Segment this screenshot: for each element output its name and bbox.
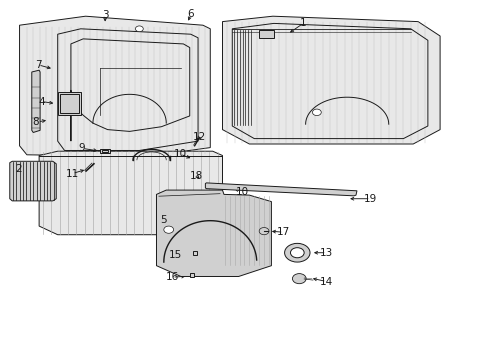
Text: 17: 17 xyxy=(276,227,290,237)
Polygon shape xyxy=(222,16,439,144)
Bar xyxy=(58,92,81,115)
Text: 13: 13 xyxy=(319,248,333,258)
Text: 2: 2 xyxy=(15,164,22,174)
Circle shape xyxy=(135,26,143,32)
Text: 8: 8 xyxy=(32,117,39,127)
Text: 9: 9 xyxy=(79,143,85,153)
Polygon shape xyxy=(20,16,210,157)
Circle shape xyxy=(292,274,305,284)
Text: 12: 12 xyxy=(192,132,206,142)
Circle shape xyxy=(284,243,309,262)
Text: 10: 10 xyxy=(173,149,186,159)
Circle shape xyxy=(290,248,304,258)
Polygon shape xyxy=(205,183,356,196)
Text: 6: 6 xyxy=(187,9,194,19)
Bar xyxy=(100,149,110,153)
Polygon shape xyxy=(32,70,40,132)
Text: 1: 1 xyxy=(299,18,306,28)
Text: 3: 3 xyxy=(102,10,108,20)
Circle shape xyxy=(163,226,173,233)
Bar xyxy=(189,273,193,277)
Text: 10: 10 xyxy=(236,186,248,197)
Text: 5: 5 xyxy=(160,215,167,225)
Text: 16: 16 xyxy=(165,272,179,282)
Text: 11: 11 xyxy=(65,168,79,179)
Bar xyxy=(60,94,79,113)
Polygon shape xyxy=(156,190,271,276)
Text: 19: 19 xyxy=(363,194,377,204)
Text: 4: 4 xyxy=(38,96,45,107)
Circle shape xyxy=(312,109,321,116)
Circle shape xyxy=(259,228,268,235)
Text: 18: 18 xyxy=(189,171,203,181)
Polygon shape xyxy=(39,151,222,235)
Text: 14: 14 xyxy=(319,276,333,287)
Polygon shape xyxy=(10,161,56,201)
Text: 15: 15 xyxy=(168,250,182,260)
Bar xyxy=(259,30,273,38)
Text: 7: 7 xyxy=(35,60,41,70)
Bar xyxy=(102,150,107,152)
Bar xyxy=(192,251,196,255)
